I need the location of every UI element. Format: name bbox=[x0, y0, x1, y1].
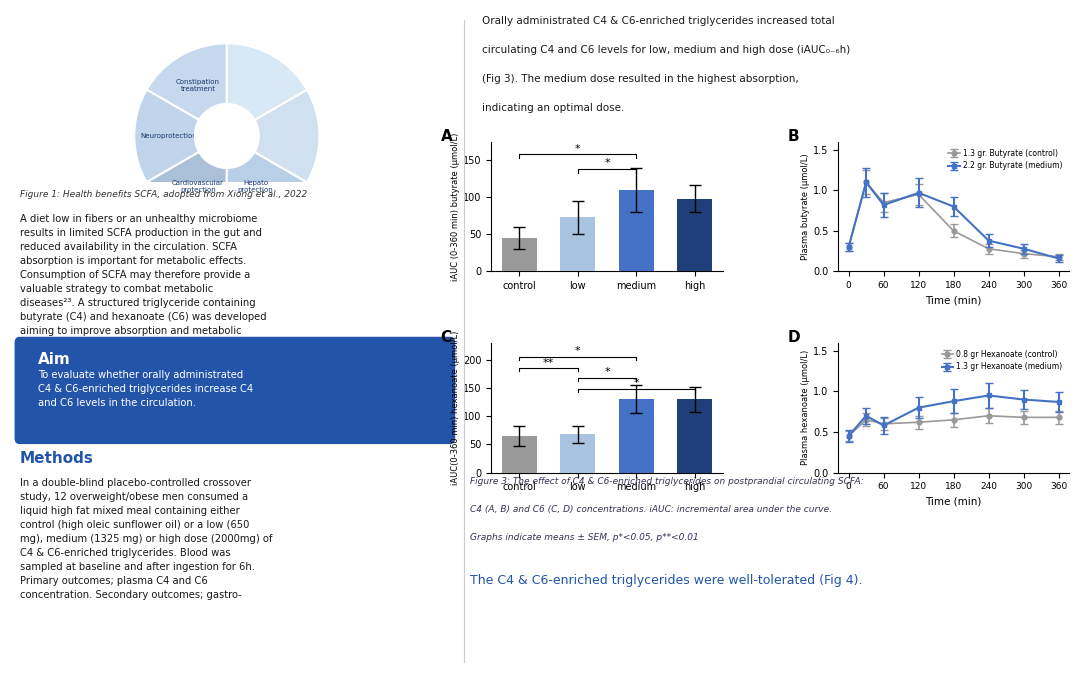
Polygon shape bbox=[134, 90, 227, 182]
Text: Graphs indicate means ± SEM, p*<0.05, p**<0.01: Graphs indicate means ± SEM, p*<0.05, p*… bbox=[470, 533, 699, 542]
Text: Constipation
treatment: Constipation treatment bbox=[176, 80, 220, 92]
Text: A: A bbox=[441, 129, 453, 144]
Text: Figure 1: Health benefits SCFA, adopted from Xiong et al., 2022: Figure 1: Health benefits SCFA, adopted … bbox=[19, 190, 307, 198]
Text: (Fig 3). The medium dose resulted in the highest absorption,: (Fig 3). The medium dose resulted in the… bbox=[482, 74, 798, 84]
Text: To evaluate whether orally administrated
C4 & C6-enriched triglycerides increase: To evaluate whether orally administrated… bbox=[38, 371, 253, 408]
Text: circulating C4 and C6 levels for low, medium and high dose (iAUC₀₋₆h): circulating C4 and C6 levels for low, me… bbox=[482, 45, 850, 55]
Polygon shape bbox=[227, 136, 307, 229]
Text: Orally administrated C4 & C6-enriched triglycerides increased total: Orally administrated C4 & C6-enriched tr… bbox=[482, 16, 835, 26]
Text: Hepato
protection: Hepato protection bbox=[238, 180, 273, 192]
FancyBboxPatch shape bbox=[15, 338, 455, 443]
Legend: 0.8 gr Hexanoate (control), 1.3 gr Hexanoate (medium): 0.8 gr Hexanoate (control), 1.3 gr Hexan… bbox=[939, 347, 1065, 375]
Text: B: B bbox=[787, 129, 799, 144]
X-axis label: Time (min): Time (min) bbox=[926, 497, 982, 507]
Text: Cardiovascular
protection: Cardiovascular protection bbox=[172, 180, 224, 192]
Text: A diet low in fibers or an unhealthy microbiome
results in limited SCFA producti: A diet low in fibers or an unhealthy mic… bbox=[19, 214, 267, 350]
X-axis label: Time (min): Time (min) bbox=[926, 296, 982, 306]
Bar bbox=[619, 399, 653, 472]
Bar bbox=[561, 217, 595, 271]
Text: *: * bbox=[575, 346, 581, 356]
Bar bbox=[502, 436, 537, 472]
Text: C4 (A, B) and C6 (C, D) concentrations. iAUC: incremental area under the curve.: C4 (A, B) and C6 (C, D) concentrations. … bbox=[470, 505, 832, 514]
Text: In a double-blind placebo-controlled crossover
study, 12 overweight/obese men co: In a double-blind placebo-controlled cro… bbox=[19, 478, 272, 600]
Text: *: * bbox=[633, 379, 639, 389]
Text: Aim: Aim bbox=[38, 352, 70, 367]
Text: D: D bbox=[787, 330, 800, 345]
Polygon shape bbox=[227, 90, 320, 182]
Y-axis label: Plasma butyrate (μmol/L): Plasma butyrate (μmol/L) bbox=[801, 153, 810, 260]
Bar bbox=[677, 399, 712, 472]
Text: Methods: Methods bbox=[19, 451, 94, 466]
Text: Figure 3: The effect of C4 & C6-enriched triglycerides on postprandial circulati: Figure 3: The effect of C4 & C6-enriched… bbox=[470, 477, 864, 486]
Text: *: * bbox=[575, 144, 581, 154]
Bar bbox=[561, 434, 595, 472]
Polygon shape bbox=[227, 43, 307, 136]
Text: *: * bbox=[604, 367, 610, 377]
Y-axis label: iAUC(0-360 min) hexanoate (μmol/L): iAUC(0-360 min) hexanoate (μmol/L) bbox=[451, 331, 460, 485]
Y-axis label: iAUC (0-360 min) butyrate (μmol/L): iAUC (0-360 min) butyrate (μmol/L) bbox=[451, 132, 460, 281]
Circle shape bbox=[194, 103, 259, 168]
Polygon shape bbox=[147, 43, 227, 136]
Text: **: ** bbox=[543, 358, 554, 368]
Bar bbox=[619, 190, 653, 271]
Polygon shape bbox=[147, 136, 227, 229]
Text: Neuroprotection: Neuroprotection bbox=[140, 133, 198, 139]
Legend: 1.3 gr. Butyrate (control), 2.2 gr. Butyrate (medium): 1.3 gr. Butyrate (control), 2.2 gr. Buty… bbox=[945, 146, 1065, 173]
Text: *: * bbox=[604, 159, 610, 169]
Text: indicating an optimal dose.: indicating an optimal dose. bbox=[482, 103, 624, 113]
Bar bbox=[502, 238, 537, 271]
Y-axis label: Plasma hexanoate (μmol/L): Plasma hexanoate (μmol/L) bbox=[801, 350, 810, 465]
Text: The C4 & C6-enriched triglycerides were well-tolerated (Fig 4).: The C4 & C6-enriched triglycerides were … bbox=[470, 574, 862, 587]
Text: C: C bbox=[441, 330, 451, 345]
Bar bbox=[677, 199, 712, 271]
